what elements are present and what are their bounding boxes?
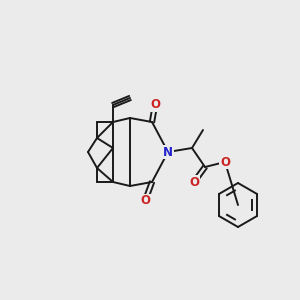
Text: O: O (150, 98, 160, 112)
Text: N: N (163, 146, 173, 158)
Text: O: O (220, 155, 230, 169)
Text: O: O (140, 194, 150, 208)
Text: O: O (189, 176, 199, 188)
